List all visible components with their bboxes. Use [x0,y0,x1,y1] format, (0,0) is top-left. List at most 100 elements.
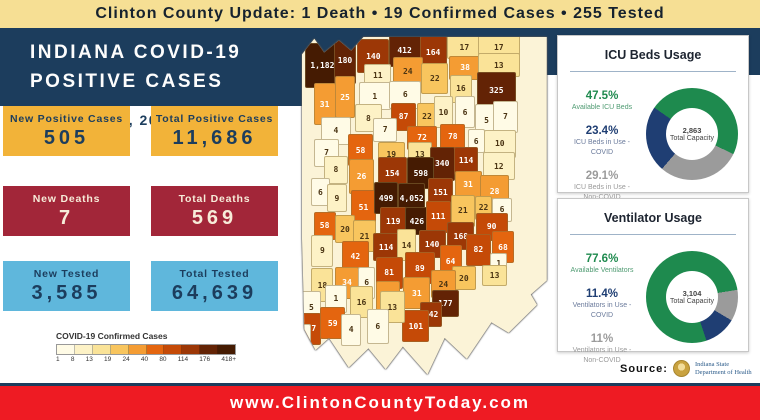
stat-value: 11,686 [172,126,257,149]
county-cell: 1 [358,82,391,111]
county-cell: 8 [323,155,349,184]
indiana-map-outline: 1,182 180 140 412 164 17 17 11 24 22 38 13 31 25 1 6 16 3… [302,30,548,378]
legend-tick-label: 19 [104,356,112,363]
donut-center-label: Total Capacity [670,135,714,142]
county-cell: 111 [425,201,451,233]
gauge-stat-pct: 11.4% [586,288,618,301]
gauge-body: 47.5% Available ICU Beds 23.4% ICU Beds in … [558,72,748,202]
page-title-line1: INDIANA COVID-19 [30,42,242,63]
county-cell: 7 [302,324,311,349]
stat-box-total-deaths: Total Deaths 569 [151,186,278,236]
legend-swatch-4 [128,345,147,354]
county-cell: 9 [311,235,334,267]
legend-swatch-5 [146,345,165,354]
page-title-line2: POSITIVE CASES [30,71,224,93]
gauge-stat-pct: 29.1% [585,170,619,183]
donut-center-label: Total Capacity [670,298,714,305]
legend-swatch-3 [110,345,129,354]
stat-label: Total Tested [179,267,250,280]
legend-tick-label: 13 [85,356,93,363]
county-cell: 6 [455,96,475,128]
county-cell: 78 [440,123,466,150]
source-org-line1: Indiana State [694,360,730,368]
gauge-stat-pct: 23.4% [585,125,619,138]
gauge-stat-pct: 11% [590,333,614,346]
legend-tick-label: 80 [159,356,167,363]
stat-value: 505 [43,126,90,149]
county-cell: 25 [335,76,355,119]
gauge-title: Ventilator Usage [604,211,702,225]
county-cell: 7 [372,117,398,143]
donut-center: 3,104 Total Capacity [666,271,718,323]
gauge-stat-pct: 77.6% [585,253,619,265]
gauge-title: ICU Beds Usage [604,48,702,62]
stat-label: New Tested [33,267,100,280]
gauge-stat: 11.4% Ventilators in Use - COVID [566,288,638,320]
donut-center: 2,863 Total Capacity [666,108,718,160]
donut-center-value: 2,863 [682,126,702,135]
legend-swatch-6 [164,345,183,354]
stat-label: New Positive Cases [9,112,124,125]
county-cell: 12 [482,152,515,180]
gauge-stat: 29.1%ICU Beds in Use - Non-COVID [566,170,638,202]
county-cell: 82 [466,234,491,266]
stat-value: 3,585 [31,281,102,304]
county-cell: 101 [402,310,430,342]
source-row: Source: Indiana State Department of Heal… [620,360,752,377]
website-link[interactable]: www.ClintonCountyToday.com [0,386,760,420]
gauge-card-icu: ICU Beds Usage 47.5% Available ICU Beds 23.… [557,35,749,201]
legend-tick-label: 40 [140,356,149,363]
county-cell: 7 [493,101,518,133]
legend-tick-label: 8 [70,356,75,363]
stat-box-total-positive-cases: Total Positive Cases 11,686 [151,106,278,156]
legend-tick-label: 176 [199,356,211,363]
top-banner-text: Clinton County Update: 1 Death • 19 Conf… [95,5,665,22]
legend-tick-label: 114 [177,356,189,363]
isdh-torch-logo-icon [672,360,690,377]
stat-box-new-deaths: New Deaths 7 [3,186,130,236]
source-label: Source: [620,362,668,375]
legend-tick-label: 1 [56,356,60,363]
gauge-stat-label: ICU Beds in Use - COVID [573,139,631,156]
stat-box-total-tested: Total Tested 64,639 [151,261,278,311]
donut-center-value: 3,104 [682,289,702,298]
legend-swatch-7 [182,345,201,354]
county-cell: 13 [482,264,507,286]
stat-box-new-positive-cases: New Positive Cases 505 [3,106,130,156]
county-cell: 22 [421,63,449,95]
county-cell: 20 [335,215,355,243]
county-cell: 6 [366,308,389,344]
county-cell: 59 [320,307,346,339]
legend-labels: 1 8 13 19 24 40 80 114 176 418+ [56,356,236,363]
bottom-divider [0,383,760,386]
county-cell: 114 [372,233,400,262]
county-cell: 51 [351,189,376,225]
stat-label: New Deaths [32,192,101,205]
county-cell: 4 [341,314,362,346]
gauge-stats: 77.6% Available Ventilators 11.4% Ventilato… [566,245,638,365]
source-org-line2: Department of Health [694,368,752,376]
gauge-stats: 47.5% Available ICU Beds 23.4% ICU Beds in … [566,82,638,202]
county-cell: 9 [327,184,347,212]
legend-swatch-8 [200,345,219,354]
gauge-card-ventilator: Ventilator Usage 77.6% Available Ventilato… [557,198,749,364]
gauge-stat-label: Available Ventilators [570,267,634,274]
legend-tick-label: 24 [122,356,130,363]
legend-tick-label: 418+ [221,356,236,363]
map-legend: COVID-19 Confirmed Cases 1 8 13 19 24 40 80 114… [56,331,236,363]
gauge-stat: 23.4% ICU Beds in Use - COVID [566,125,638,157]
gauge-stat-label: ICU Beds in Use - Non-COVID [573,184,631,200]
indiana-map: 1,182 180 140 412 164 17 17 11 24 22 38 13 31 25 1 6 16 3… [302,36,547,375]
gauge-divider [570,234,736,235]
legend-swatch-0 [57,345,75,354]
gauge-stat: 47.5% Available ICU Beds [566,90,638,112]
source-org: Indiana State Department of Health [695,361,752,377]
county-cell: 26 [349,158,374,194]
stat-value: 7 [58,206,75,229]
stat-value: 569 [191,206,238,229]
stat-value: 64,639 [171,281,258,304]
donut-chart: 3,104 Total Capacity [646,251,738,343]
stat-label: Total Positive Cases [155,112,274,125]
gauge-body: 77.6% Available Ventilators 11.4% Ventilato… [558,235,748,365]
stat-box-new-tested: New Tested 3,585 [3,261,130,311]
